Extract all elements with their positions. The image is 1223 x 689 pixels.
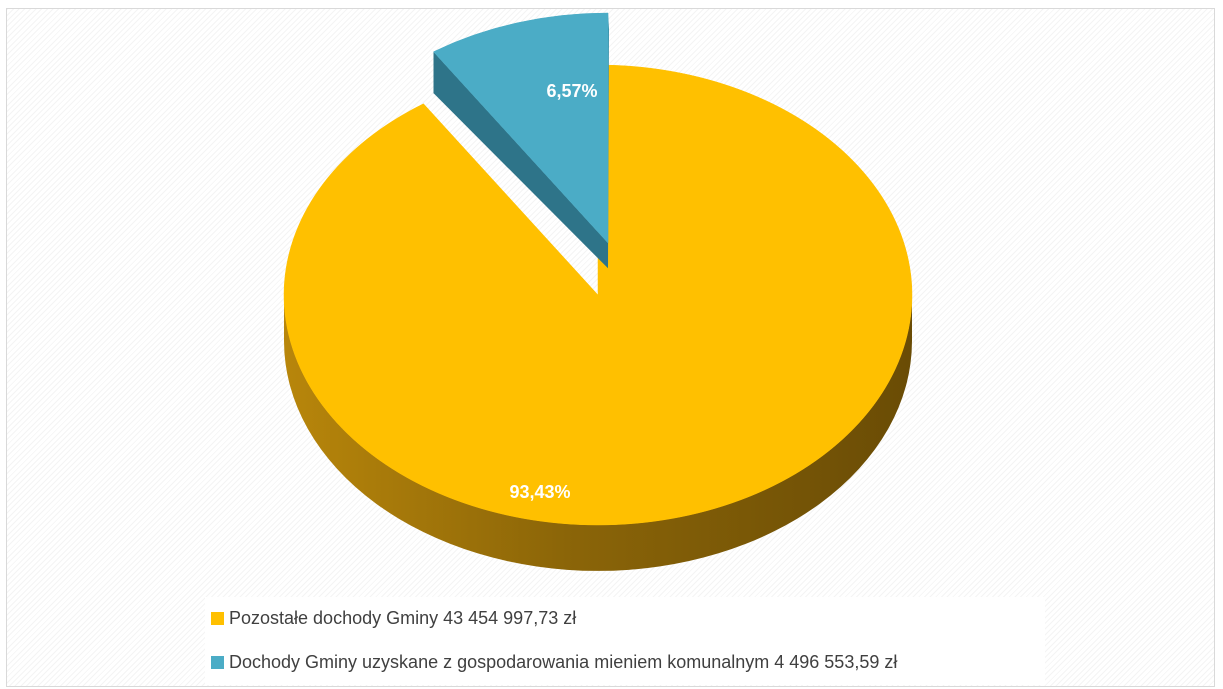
- pie-slice-side-remaining-income: [284, 295, 912, 571]
- legend-label-remaining-income: Pozostałe dochody Gminy 43 454 997,73 zł: [229, 607, 577, 628]
- legend-item-municipal-property-income: Dochody Gminy uzyskane z gospodarowania …: [211, 650, 897, 674]
- pie-slice-side-municipal-property-income: [433, 51, 608, 269]
- pie-slice-remaining-income: [283, 64, 913, 526]
- legend-item-remaining-income: Pozostałe dochody Gminy 43 454 997,73 zł: [211, 606, 576, 630]
- legend-label-municipal-property-income: Dochody Gminy uzyskane z gospodarowania …: [229, 651, 898, 672]
- data-label-remaining-income: 93,43%: [509, 482, 570, 502]
- legend-swatch-municipal-property-income: [211, 655, 224, 669]
- data-label-municipal-property-income: 6,57%: [546, 81, 597, 101]
- chart-legend: Pozostałe dochody Gminy 43 454 997,73 zł…: [205, 597, 1045, 685]
- legend-swatch-remaining-income: [211, 611, 224, 625]
- pie-slice-municipal-property-income: [433, 12, 609, 244]
